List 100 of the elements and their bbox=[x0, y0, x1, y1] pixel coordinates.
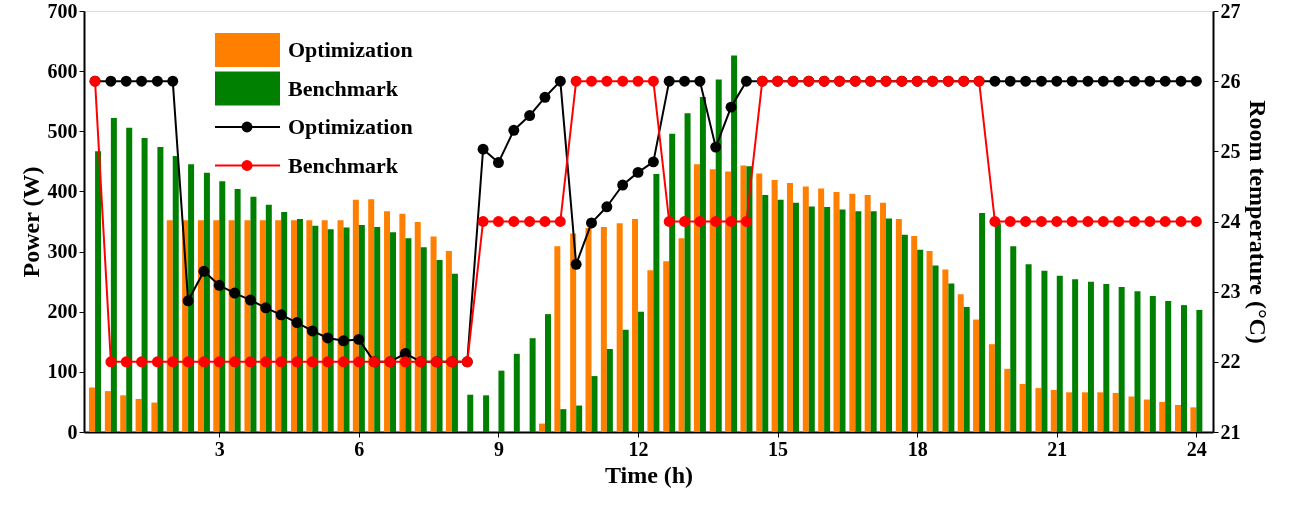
bar bbox=[1143, 399, 1150, 432]
bar bbox=[1010, 246, 1017, 432]
bar bbox=[513, 353, 520, 432]
bar bbox=[1165, 300, 1172, 432]
bar bbox=[1041, 270, 1048, 432]
legend-label: Benchmark bbox=[288, 152, 399, 178]
bar bbox=[1066, 392, 1073, 432]
y2-tick-label: 22 bbox=[1220, 350, 1241, 373]
y-axis-title: Power (W) bbox=[17, 166, 44, 278]
y2-tick-label: 27 bbox=[1220, 0, 1241, 22]
legend-label: Optimization bbox=[288, 114, 413, 139]
bar bbox=[600, 226, 607, 432]
x-tick-label: 9 bbox=[493, 437, 504, 460]
bar bbox=[948, 283, 955, 432]
bar bbox=[632, 219, 639, 432]
bar bbox=[591, 376, 598, 432]
y2-tick-label: 23 bbox=[1220, 280, 1241, 303]
x-axis-title: Time (h) bbox=[604, 461, 694, 488]
bar bbox=[864, 195, 871, 432]
bar bbox=[576, 405, 583, 432]
bar bbox=[606, 349, 613, 432]
y-tick-label: 700 bbox=[47, 0, 78, 22]
bar bbox=[544, 314, 551, 432]
bar bbox=[678, 238, 685, 432]
bar bbox=[786, 183, 793, 432]
bar bbox=[467, 394, 474, 432]
bar bbox=[886, 218, 893, 432]
bar bbox=[663, 261, 670, 432]
y-tick-label: 600 bbox=[47, 59, 78, 82]
bar bbox=[802, 186, 809, 432]
bar bbox=[1149, 296, 1156, 432]
y2-tick-label: 24 bbox=[1220, 210, 1241, 232]
y2-tick-label: 21 bbox=[1220, 420, 1241, 443]
bar bbox=[151, 402, 158, 432]
bar bbox=[1081, 392, 1088, 432]
y-tick-label: 0 bbox=[67, 420, 78, 443]
bar bbox=[870, 211, 877, 432]
bar bbox=[855, 211, 862, 432]
bar bbox=[926, 250, 933, 432]
bar bbox=[1103, 284, 1110, 432]
bar bbox=[1056, 275, 1063, 432]
bar bbox=[917, 249, 924, 432]
legend-label: Benchmark bbox=[288, 75, 399, 101]
bar bbox=[104, 391, 111, 432]
bar bbox=[1134, 291, 1141, 432]
bar bbox=[932, 265, 939, 432]
bar bbox=[1128, 396, 1135, 432]
bar bbox=[1159, 401, 1166, 432]
bar bbox=[771, 180, 778, 432]
y-tick-label: 400 bbox=[47, 179, 78, 202]
bar bbox=[1004, 368, 1011, 432]
bar bbox=[880, 202, 887, 432]
bar bbox=[1118, 287, 1125, 432]
x-tick-label: 15 bbox=[768, 437, 789, 460]
bar bbox=[756, 173, 763, 432]
bar bbox=[818, 188, 825, 432]
bar bbox=[498, 370, 505, 432]
bar bbox=[895, 219, 902, 432]
bar bbox=[957, 294, 964, 432]
bar bbox=[979, 213, 986, 432]
bar bbox=[849, 193, 856, 432]
bar bbox=[1112, 392, 1119, 432]
bar bbox=[833, 192, 840, 432]
y2-tick-label: 26 bbox=[1220, 69, 1241, 92]
bar bbox=[483, 395, 490, 432]
bar bbox=[622, 329, 629, 432]
x-tick-label: 21 bbox=[1047, 437, 1068, 460]
bar bbox=[973, 319, 980, 432]
bar bbox=[942, 269, 949, 432]
y2-axis-title: Room temperature (°C) bbox=[1244, 100, 1271, 344]
bar bbox=[1181, 305, 1188, 432]
bar bbox=[824, 207, 831, 432]
bar bbox=[1175, 404, 1182, 432]
bar bbox=[653, 173, 660, 432]
bar bbox=[792, 202, 799, 432]
x-tick-label: 12 bbox=[628, 437, 649, 460]
x-tick-label: 3 bbox=[214, 437, 225, 460]
bar bbox=[647, 270, 654, 432]
bar bbox=[1072, 279, 1079, 432]
bar bbox=[901, 234, 908, 432]
x-tick-label: 18 bbox=[907, 437, 928, 460]
bar bbox=[762, 195, 769, 432]
y-tick-label: 200 bbox=[47, 300, 78, 323]
bar bbox=[638, 311, 645, 432]
bar bbox=[1035, 388, 1042, 432]
y-tick-label: 500 bbox=[47, 119, 78, 142]
bar bbox=[988, 344, 995, 432]
bar bbox=[135, 398, 142, 432]
bar bbox=[616, 223, 623, 432]
bar bbox=[120, 395, 127, 432]
bar bbox=[1025, 264, 1032, 432]
x-tick-label: 6 bbox=[354, 437, 365, 460]
legend-label: Optimization bbox=[288, 37, 413, 62]
bar bbox=[777, 199, 784, 432]
bar bbox=[1097, 392, 1104, 432]
bar bbox=[911, 235, 918, 432]
bar bbox=[1019, 383, 1026, 432]
bar bbox=[1196, 309, 1203, 432]
y-tick-label: 300 bbox=[47, 240, 78, 263]
bar bbox=[95, 151, 102, 432]
